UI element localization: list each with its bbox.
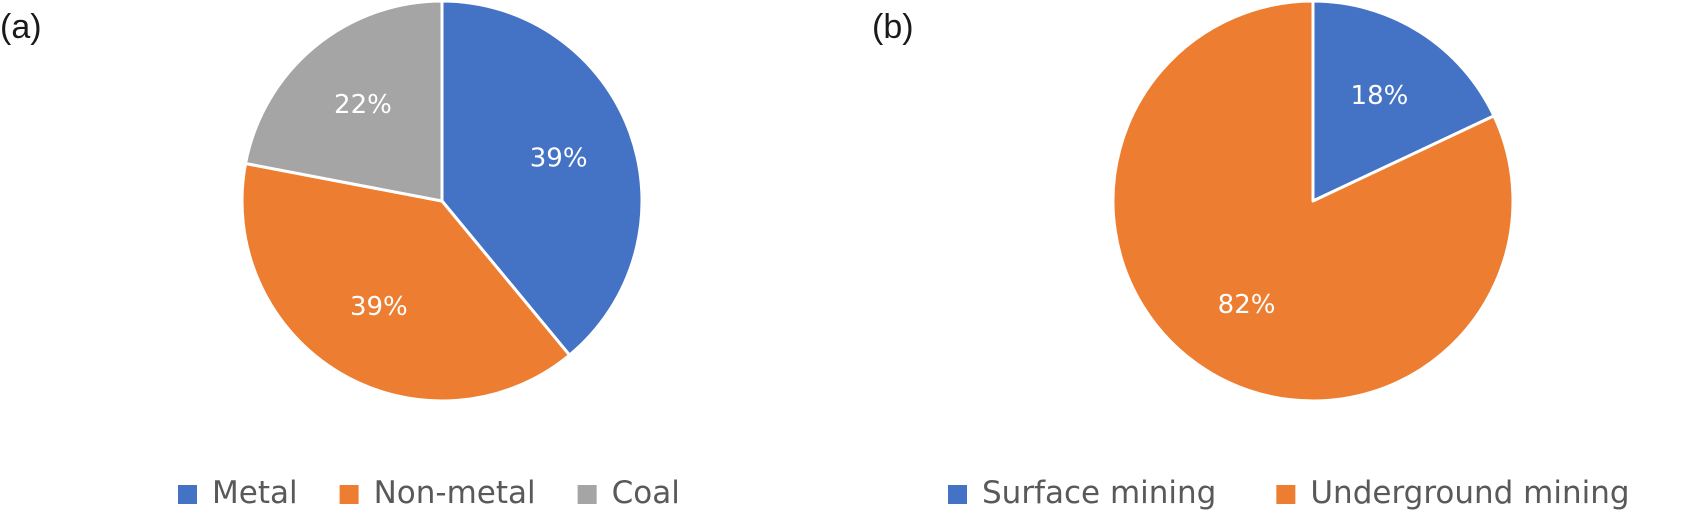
legend-swatch-underground-mining — [1276, 485, 1296, 504]
legend-label-coal: Coal — [612, 475, 680, 511]
legend-label-non-metal: Non-metal — [374, 475, 536, 511]
pie-slice-non-metal — [240, 162, 571, 403]
panel-label: (b) — [872, 8, 914, 46]
legend-swatch-surface-mining — [948, 485, 967, 504]
legend-swatch-coal — [577, 485, 597, 504]
pie-slice-coal — [244, 0, 444, 203]
legend: Metal Non-metal Coal — [178, 475, 680, 511]
legend-swatch-metal — [178, 485, 197, 504]
legend-label-metal: Metal — [212, 475, 298, 511]
data-label-coal: 22% — [334, 90, 392, 120]
legend-swatch-non-metal — [339, 485, 359, 504]
pie-slice-metal — [440, 0, 644, 357]
panel-label: (a) — [0, 8, 42, 46]
pie-slice-underground-mining — [1111, 0, 1515, 403]
legend: Surface mining Underground mining — [948, 475, 1630, 511]
data-label-metal: 39% — [530, 143, 588, 173]
legend-label-surface-mining: Surface mining — [982, 475, 1216, 511]
data-label-non-metal: 39% — [350, 292, 408, 322]
pie-chart-a: (a) 39% 39% 22% Metal Non-metal Coal — [0, 0, 680, 511]
data-label-underground-mining: 82% — [1218, 290, 1276, 320]
pie-slice-surface-mining — [1311, 0, 1496, 203]
data-label-surface-mining: 18% — [1351, 81, 1409, 111]
pie-chart-b: (b) 18% 82% Surface mining Underground minin… — [872, 0, 1630, 511]
legend-label-underground-mining: Underground mining — [1310, 475, 1629, 511]
